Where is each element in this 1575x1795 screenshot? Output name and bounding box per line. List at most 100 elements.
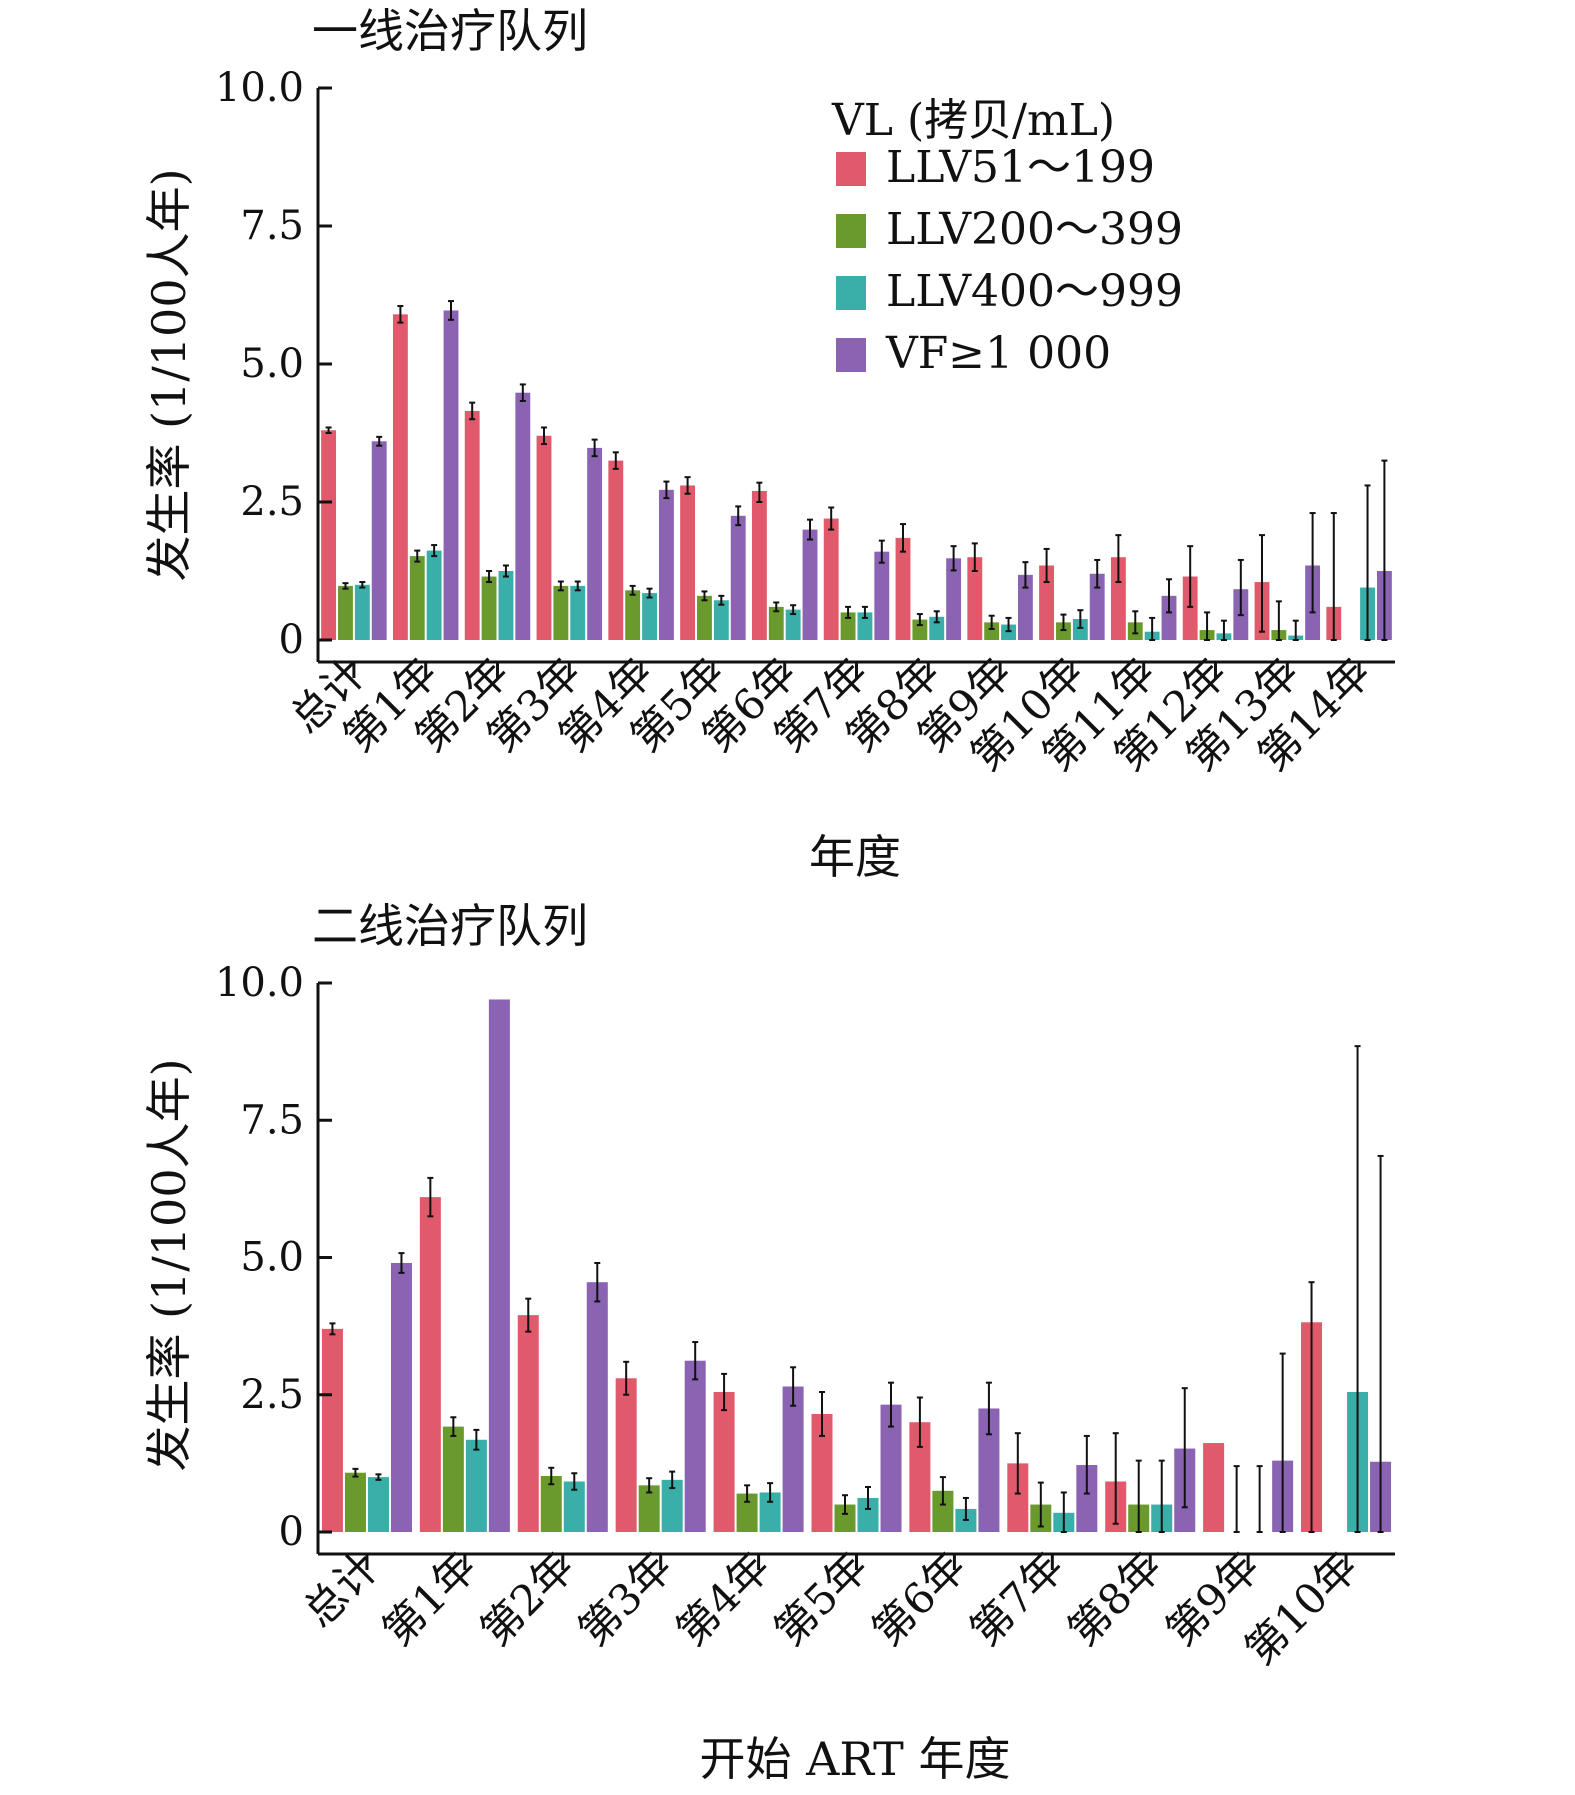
chart-panel-second-line: 二线治疗队列 发生率 (1/100人年) 开始 ART 年度 0 2.5 5.0 7.… bbox=[142, 899, 1395, 1786]
bar bbox=[419, 1197, 441, 1532]
bar bbox=[857, 1497, 879, 1532]
bar bbox=[840, 612, 856, 640]
y-tick-label: 2.5 bbox=[240, 1372, 304, 1418]
bar bbox=[946, 558, 962, 640]
panel-title: 一线治疗队列 bbox=[312, 4, 588, 58]
bar bbox=[713, 600, 729, 640]
legend-items: LLV51～199 LLV200～399 LLV400～999 VF≥1 000 bbox=[836, 142, 1183, 379]
x-axis-label: 年度 bbox=[809, 830, 901, 884]
x-tick-label: 第6年 bbox=[863, 1542, 976, 1655]
bar bbox=[811, 1413, 833, 1532]
y-tick-label: 5.0 bbox=[240, 341, 304, 387]
bar bbox=[1110, 557, 1126, 640]
bar bbox=[344, 1472, 366, 1532]
x-tick-label: 第3年 bbox=[569, 1542, 682, 1655]
bar bbox=[967, 557, 983, 640]
bar bbox=[857, 612, 873, 640]
bar bbox=[481, 576, 497, 640]
legend-swatch bbox=[836, 152, 866, 186]
bar bbox=[929, 616, 945, 640]
bar bbox=[730, 515, 746, 640]
bar bbox=[321, 430, 337, 640]
legend-label: LLV400～999 bbox=[886, 266, 1183, 317]
bar bbox=[932, 1490, 954, 1532]
bar bbox=[426, 550, 442, 640]
bar bbox=[736, 1493, 758, 1532]
x-axis-label: 开始 ART 年度 bbox=[700, 1732, 1011, 1786]
bar bbox=[1007, 1463, 1029, 1532]
bar bbox=[880, 1404, 902, 1532]
bar bbox=[642, 593, 657, 640]
bar bbox=[912, 619, 928, 640]
x-tick-label: 第7年 bbox=[960, 1542, 1073, 1655]
bar bbox=[697, 595, 712, 640]
bar bbox=[392, 314, 408, 640]
bar bbox=[1001, 624, 1016, 640]
bars-layer bbox=[321, 999, 1392, 1533]
axes-layer: 02.55.07.510.0总计第1年第2年第3年第4年第5年第6年第7年第8年… bbox=[215, 65, 1395, 780]
bar bbox=[909, 1422, 931, 1532]
bar bbox=[895, 537, 911, 640]
bar bbox=[1017, 574, 1033, 640]
bar bbox=[587, 447, 603, 640]
bar bbox=[638, 1485, 660, 1532]
legend-swatch bbox=[836, 276, 866, 310]
bar bbox=[371, 441, 387, 640]
bar bbox=[713, 1392, 735, 1532]
y-axis-label: 发生率 (1/100人年) bbox=[142, 168, 196, 581]
bar bbox=[570, 585, 586, 640]
y-tick-label: 0 bbox=[279, 617, 304, 663]
x-tick-label: 第5年 bbox=[765, 1542, 878, 1655]
bar bbox=[1076, 1465, 1098, 1532]
x-tick-label: 第1年 bbox=[373, 1542, 486, 1655]
bar bbox=[751, 490, 767, 640]
bar bbox=[1056, 622, 1071, 640]
bar bbox=[615, 1378, 637, 1532]
bar bbox=[785, 609, 801, 640]
bar bbox=[563, 1481, 585, 1532]
y-tick-label: 7.5 bbox=[240, 203, 304, 249]
bar bbox=[536, 435, 552, 640]
legend-label: LLV200～399 bbox=[886, 204, 1183, 255]
bar bbox=[680, 485, 696, 640]
bar bbox=[1089, 573, 1105, 640]
bar bbox=[586, 1282, 608, 1532]
bar bbox=[390, 1262, 412, 1532]
bar bbox=[443, 310, 459, 640]
bar bbox=[684, 1360, 706, 1532]
bar bbox=[1203, 1443, 1225, 1532]
bar bbox=[625, 590, 641, 640]
bar bbox=[782, 1386, 804, 1532]
bar bbox=[553, 585, 569, 640]
y-tick-label: 0 bbox=[279, 1509, 304, 1555]
bar bbox=[338, 585, 353, 640]
y-axis-label: 发生率 (1/100人年) bbox=[142, 1058, 196, 1471]
bar bbox=[874, 551, 890, 640]
y-tick-label: 10.0 bbox=[215, 65, 304, 111]
y-tick-label: 10.0 bbox=[215, 960, 304, 1006]
bar bbox=[1072, 619, 1088, 640]
legend-label: VF≥1 000 bbox=[885, 328, 1111, 379]
legend-label: LLV51～199 bbox=[886, 142, 1155, 193]
bar bbox=[768, 606, 784, 640]
bar bbox=[515, 392, 531, 640]
bar bbox=[517, 1315, 539, 1532]
bar bbox=[661, 1479, 683, 1532]
bars-layer bbox=[321, 300, 1392, 641]
legend-swatch bbox=[836, 214, 866, 248]
chart-panel-first-line: 一线治疗队列 发生率 (1/100人年) 年度 02.55.07.510.0总计… bbox=[142, 4, 1395, 884]
bar bbox=[498, 571, 514, 640]
x-tick-label: 第8年 bbox=[1058, 1542, 1171, 1655]
bar bbox=[442, 1426, 464, 1532]
bar bbox=[409, 556, 425, 640]
bar bbox=[540, 1476, 562, 1532]
x-tick-label: 第2年 bbox=[471, 1542, 584, 1655]
bar bbox=[802, 529, 818, 640]
bar bbox=[354, 584, 370, 640]
bar bbox=[608, 460, 624, 640]
bar bbox=[658, 489, 674, 640]
bar bbox=[464, 410, 480, 640]
bar bbox=[1039, 565, 1055, 640]
bar bbox=[465, 1439, 487, 1532]
y-tick-label: 7.5 bbox=[240, 1097, 304, 1143]
